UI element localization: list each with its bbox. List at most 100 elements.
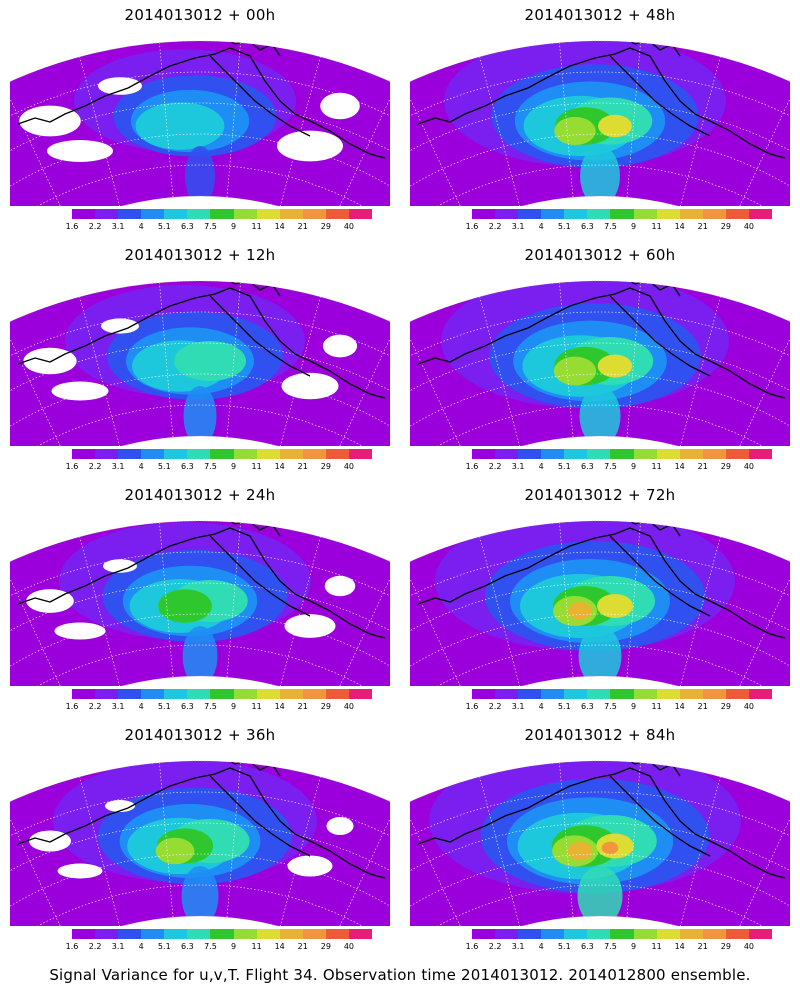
low-variance-patch	[98, 77, 142, 95]
map-panel: 2014013012 + 84h 1.6 2.2 3.1 4 5.1 6.3 7.5 9 11 14…	[410, 726, 790, 966]
colorbar-swatch	[633, 209, 657, 219]
longitude-line	[559, 762, 574, 918]
variance-contour	[135, 102, 225, 150]
low-variance-patch	[54, 622, 106, 640]
longitude-line	[159, 522, 174, 678]
longitude-line	[730, 804, 790, 926]
colorbar-swatch	[610, 209, 634, 219]
low-variance-patch	[324, 575, 356, 597]
longitude-line	[410, 84, 470, 206]
colorbar-tick-label: 7.5	[204, 702, 217, 711]
colorbar-tick-label: 2.2	[488, 462, 502, 471]
colorbar-tick-label: 21	[297, 942, 308, 951]
colorbar-swatch	[118, 929, 142, 939]
map-outline	[10, 40, 390, 206]
colorbar-swatch	[95, 689, 119, 699]
colorbar-tick-label: 7.5	[604, 222, 617, 231]
colorbar-swatch	[587, 209, 611, 219]
longitude-line	[626, 42, 641, 198]
colorbar-tick-label: 29	[320, 702, 331, 711]
longitude-line	[330, 564, 390, 686]
low-variance-patch	[47, 140, 113, 162]
colorbar-tick-label: 14	[274, 942, 285, 951]
longitude-line	[479, 776, 521, 926]
longitude-line	[626, 282, 641, 438]
colorbar-labels: 1.6 2.2 3.1 4 5.1 6.3 7.5 9 11 14 21 29 40	[466, 702, 772, 714]
colorbar-swatch	[541, 209, 565, 219]
low-variance-patch	[281, 372, 339, 400]
colorbar-swatch	[541, 929, 565, 939]
longitude-line	[730, 564, 790, 686]
colorbar-tick-label: 7.5	[204, 942, 217, 951]
colorbar-swatch	[748, 209, 773, 219]
low-variance-patch	[322, 334, 358, 358]
latitude-line	[410, 311, 790, 391]
colorbar-swatch	[141, 689, 165, 699]
map-outline	[410, 520, 790, 686]
colorbar-swatch	[302, 449, 326, 459]
longitude-line	[226, 42, 241, 198]
colorbar-tick-label: 5.1	[157, 942, 171, 951]
longitude-line	[479, 56, 521, 206]
colorbar-swatch	[610, 449, 634, 459]
colorbar-swatch	[256, 449, 280, 459]
colorbar-tick-label: 9	[630, 222, 637, 231]
colorbar-swatch	[679, 209, 703, 219]
longitude-line	[159, 282, 174, 438]
colorbar-swatch	[702, 449, 726, 459]
colorbar-swatch	[233, 449, 257, 459]
latitude-line	[410, 644, 790, 686]
variance-map	[10, 280, 390, 446]
colorbar	[72, 929, 373, 939]
longitude-line	[330, 324, 390, 446]
colorbar-tick-label: 14	[674, 702, 685, 711]
longitude-line	[10, 564, 70, 686]
colorbar-swatch	[679, 689, 703, 699]
map-panel: 2014013012 + 60h 1.6 2.2 3.1 4 5.1 6.3 7.5 9 11 14…	[410, 246, 790, 486]
low-variance-patch	[284, 614, 336, 638]
panel-title: 2014013012 + 84h	[524, 726, 676, 744]
colorbar-swatch	[302, 209, 326, 219]
latitude-line	[10, 373, 390, 442]
colorbar-swatch	[679, 449, 703, 459]
latitude-line	[10, 342, 390, 417]
colorbar-tick-label: 9	[630, 942, 637, 951]
colorbar-tick-label: 29	[720, 942, 731, 951]
colorbar-tick-label: 40	[743, 942, 755, 951]
colorbar-tick-label: 9	[630, 702, 637, 711]
colorbar-tick-label: 2.2	[88, 462, 102, 471]
colorbar-tick-label: 6.3	[581, 462, 594, 471]
longitude-line	[226, 282, 241, 438]
longitude-line	[559, 282, 574, 438]
longitude-line	[410, 324, 470, 446]
variance-map	[410, 40, 790, 206]
latitude-line	[410, 373, 790, 442]
variance-contour	[553, 356, 597, 386]
colorbar-swatch	[348, 209, 373, 219]
colorbar-swatch	[725, 449, 749, 459]
variance-contour	[597, 594, 633, 618]
map-panel: 2014013012 + 72h 1.6 2.2 3.1 4 5.1 6.3 7.5 9 11 14…	[410, 486, 790, 726]
colorbar-swatch	[325, 689, 349, 699]
low-variance-patch	[103, 559, 137, 573]
colorbar-swatch	[302, 929, 326, 939]
colorbar-tick-label: 40	[343, 942, 355, 951]
panel-title: 2014013012 + 48h	[524, 6, 676, 24]
panel-title: 2014013012 + 36h	[124, 726, 276, 744]
colorbar-tick-label: 3.1	[111, 702, 125, 711]
colorbar-tick-label: 40	[743, 222, 755, 231]
colorbar-tick-label: 9	[230, 462, 237, 471]
colorbar-swatch	[656, 689, 680, 699]
colorbar-swatch	[348, 929, 373, 939]
colorbar-tick-label: 7.5	[204, 222, 217, 231]
colorbar-tick-label: 4	[538, 222, 544, 231]
colorbar-swatch	[256, 209, 280, 219]
latitude-line	[410, 853, 790, 922]
panel-title: 2014013012 + 60h	[524, 246, 676, 264]
variance-contour	[597, 354, 633, 378]
colorbar-swatch	[279, 929, 303, 939]
colorbar-tick-label: 1.6	[465, 462, 479, 471]
variance-map	[410, 760, 790, 926]
latitude-line	[410, 342, 790, 417]
colorbar-swatch	[748, 449, 773, 459]
